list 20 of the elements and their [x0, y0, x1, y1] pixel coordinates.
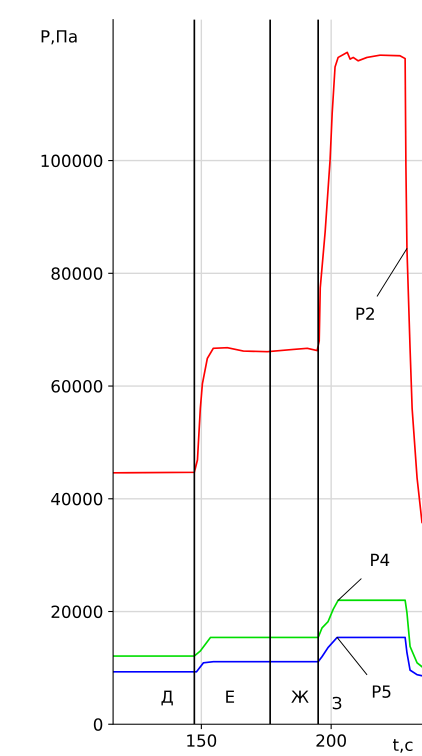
line-series: [113, 636, 422, 677]
line-series: [113, 599, 422, 668]
text: P2: [356, 307, 374, 320]
x-tick-label: 200: [316, 734, 346, 747]
y-tick-label: 80000: [51, 267, 102, 280]
series-label: P5: [372, 685, 390, 698]
annotation: З: [332, 696, 342, 710]
x-tick-label: 150: [187, 734, 216, 747]
annotation: Ж: [291, 690, 309, 703]
text: P4: [371, 554, 390, 566]
line-series: [113, 52, 422, 524]
y-tick-label: 0: [94, 718, 102, 731]
y-tick-label: 40000: [51, 492, 102, 506]
y-axis-title: P,Па: [42, 30, 77, 44]
annotation: Е: [226, 690, 234, 703]
x-axis-title: t,c: [392, 739, 412, 753]
y-tick-label: 60000: [52, 380, 102, 393]
y-tick-label: 20000: [52, 605, 102, 618]
y-tick-label: 100000: [42, 154, 102, 168]
annotation: Д: [161, 690, 173, 706]
